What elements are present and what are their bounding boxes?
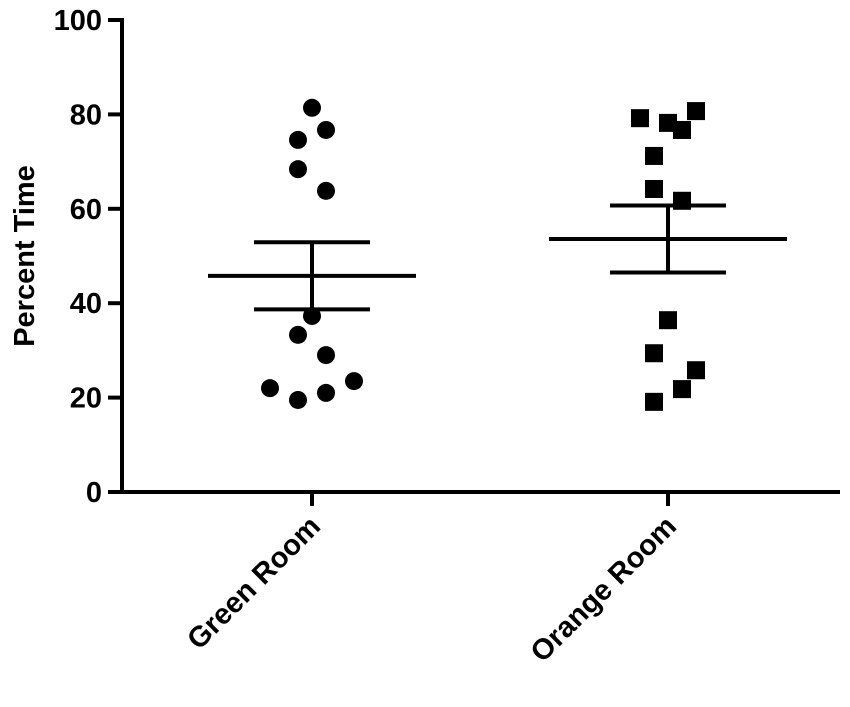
data-point (317, 383, 335, 402)
data-point (317, 181, 335, 200)
data-point (289, 160, 307, 179)
y-tick-label: 60 (70, 194, 102, 226)
data-point (645, 344, 663, 363)
data-point (303, 98, 321, 117)
data-point (261, 379, 279, 398)
data-point (687, 361, 705, 380)
y-tick-label: 40 (70, 288, 102, 320)
data-point (631, 109, 649, 128)
data-point (673, 380, 691, 399)
data-point (289, 325, 307, 344)
data-point (645, 392, 663, 411)
data-point (289, 390, 307, 409)
data-point (645, 146, 663, 165)
data-point (659, 113, 677, 132)
data-point (345, 372, 363, 391)
y-axis-label: Percent Time (9, 165, 41, 347)
data-point (317, 346, 335, 365)
x-tick-label: Orange Room (525, 510, 683, 668)
data-point (645, 179, 663, 198)
data-point (317, 120, 335, 139)
data-point (659, 311, 677, 330)
data-point (673, 120, 691, 139)
data-point (687, 102, 705, 121)
data-point (303, 306, 321, 325)
y-tick-label: 100 (54, 5, 102, 37)
y-tick-label: 0 (86, 477, 102, 509)
y-tick-label: 80 (70, 99, 102, 131)
x-tick-label: Green Room (181, 510, 327, 656)
data-point (289, 130, 307, 149)
y-tick-label: 20 (70, 383, 102, 415)
